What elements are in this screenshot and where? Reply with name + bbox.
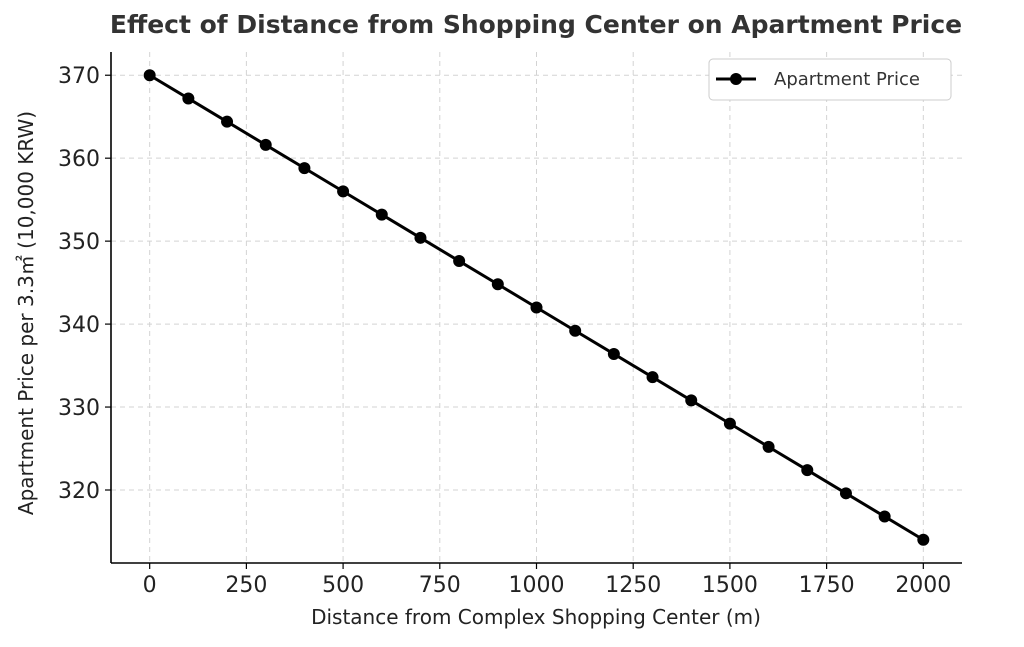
x-tick-label: 500 [322,573,364,598]
data-point [337,185,350,198]
x-axis-label: Distance from Complex Shopping Center (m… [311,605,761,629]
x-axis-ticks: 0 250 500 750 1000 1250 1500 1750 2000 [143,563,951,598]
data-point [298,162,311,175]
chart-title: Effect of Distance from Shopping Center … [109,10,963,39]
data-point [414,231,427,244]
data-point [375,208,388,221]
data-point [491,278,504,291]
data-point [801,464,814,477]
data-point [607,347,620,360]
x-tick-label: 1250 [605,573,661,598]
data-point [221,115,234,128]
y-tick-label: 320 [58,479,100,504]
y-axis-ticks: 320 330 340 350 360 370 [58,64,111,504]
y-tick-label: 340 [58,313,100,338]
data-point [259,138,272,151]
data-point [917,533,930,546]
data-point [143,69,156,82]
series-group [143,69,930,546]
legend-marker-swatch [730,73,742,85]
data-point [530,301,543,314]
y-tick-label: 350 [58,230,100,255]
data-point [646,371,659,384]
data-point [453,255,466,268]
data-point [182,92,195,105]
data-point [685,394,698,407]
legend-label: Apartment Price [774,69,920,90]
y-tick-label: 330 [58,396,100,421]
data-point [878,510,891,523]
x-tick-label: 2000 [895,573,951,598]
legend-box [708,58,952,101]
data-point [839,487,852,500]
data-point [569,324,582,337]
data-point [723,417,736,430]
x-tick-label: 750 [419,573,461,598]
legend: Apartment Price [708,58,952,101]
data-point [762,440,775,453]
x-tick-label: 1500 [702,573,758,598]
x-tick-label: 250 [225,573,267,598]
x-tick-label: 1750 [799,573,855,598]
y-axis-label: Apartment Price per 3.3㎡ (10,000 KRW) [14,111,38,515]
x-tick-label: 1000 [509,573,565,598]
y-tick-label: 370 [58,64,100,89]
x-tick-label: 0 [143,573,157,598]
grid-lines [111,52,962,563]
y-tick-label: 360 [58,147,100,172]
